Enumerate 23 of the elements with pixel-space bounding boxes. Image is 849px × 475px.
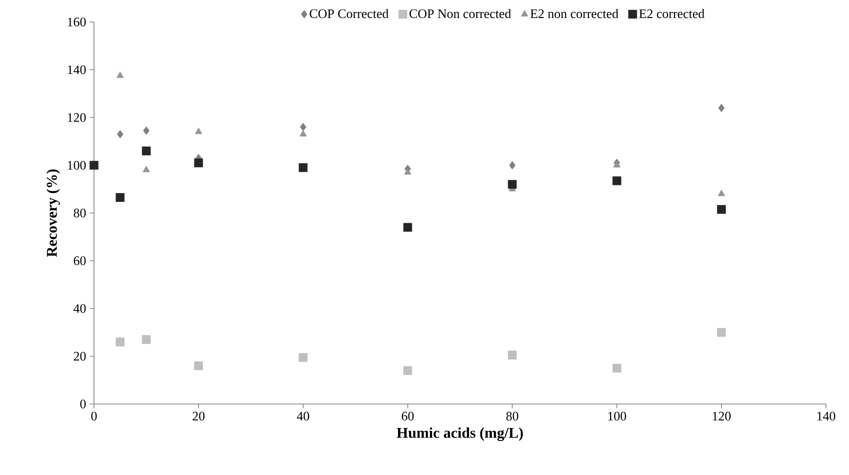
x-tick-label: 100 xyxy=(608,412,626,421)
y-tick-label: 80 xyxy=(74,208,86,218)
x-tick-label: 20 xyxy=(192,412,205,421)
x-tick-label: 120 xyxy=(712,412,731,421)
x-tick-label: 40 xyxy=(296,412,310,421)
y-tick-label: 100 xyxy=(68,160,86,170)
y-tick-label: 120 xyxy=(68,113,86,122)
y-tick-label: 0 xyxy=(80,400,86,408)
y-axis-title: Recovery (%) xyxy=(46,169,60,257)
x-tick-label: 140 xyxy=(817,412,836,421)
x-tick-label: 60 xyxy=(402,412,414,421)
y-tick-label: 20 xyxy=(74,352,86,361)
legend-label: E2 corrected xyxy=(639,8,704,18)
y-tick-label: 60 xyxy=(74,256,86,266)
legend-label: COP Non corrected xyxy=(410,8,511,18)
legend-label: COP Corrected xyxy=(310,8,389,18)
x-tick-label: 80 xyxy=(506,412,518,421)
x-tick-label: 0 xyxy=(91,412,97,421)
x-axis-title: Humic acids (mg/L) xyxy=(396,427,523,442)
y-tick-label: 140 xyxy=(68,65,86,74)
y-tick-label: 40 xyxy=(74,304,86,313)
legend-label: E2 non corrected xyxy=(530,8,618,18)
y-tick-label: 160 xyxy=(68,18,86,26)
